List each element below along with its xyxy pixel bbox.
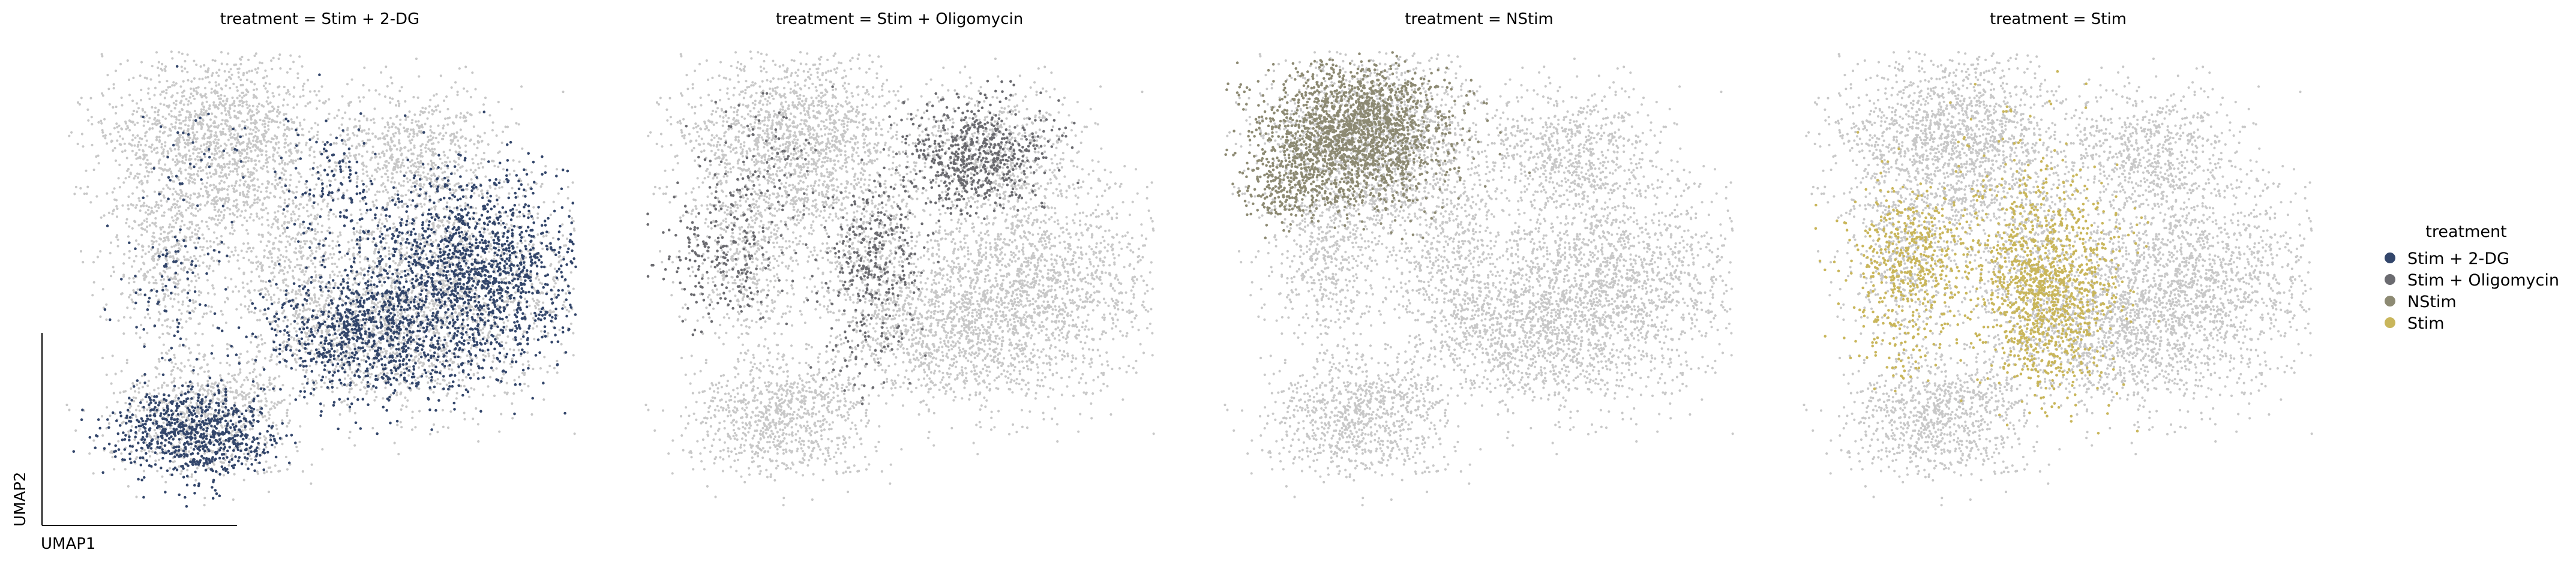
panel-title: treatment = Stim + 2-DG	[220, 10, 419, 28]
highlighted-cells	[1224, 51, 1531, 241]
legend-marker	[2385, 274, 2395, 285]
legend-marker	[2385, 253, 2395, 263]
legend: treatment Stim + 2-DG Stim + Oligomycin NS…	[2385, 223, 2559, 333]
umap-panel-1: treatment = Stim + 2-DG	[65, 10, 577, 508]
legend-marker	[2385, 317, 2395, 328]
background-cells	[1223, 50, 1734, 507]
legend-title: treatment	[2425, 223, 2506, 241]
legend-label: Stim	[2407, 314, 2445, 333]
panel-title: treatment = Stim	[1990, 10, 2127, 28]
umap-panel-2: treatment = Stim + Oligomycin	[644, 10, 1155, 507]
legend-label: Stim + Oligomycin	[2407, 271, 2559, 290]
background-cells	[65, 50, 576, 507]
x-axis-label: UMAP1	[41, 535, 95, 553]
panel-title: treatment = NStim	[1405, 10, 1553, 28]
umap-panel-4: treatment = Stim	[1803, 10, 2313, 507]
panel-title: treatment = Stim + Oligomycin	[776, 10, 1023, 28]
umap-panels: treatment = Stim + 2-DG treatment = Stim …	[65, 10, 2313, 508]
highlighted-cells	[1814, 70, 2160, 435]
highlighted-cells	[72, 65, 577, 508]
legend-label: Stim + 2-DG	[2407, 250, 2509, 268]
legend-label: NStim	[2407, 293, 2457, 311]
y-axis-label: UMAP2	[11, 472, 29, 527]
legend-marker	[2385, 296, 2395, 306]
highlighted-cells	[646, 79, 1079, 405]
background-cells	[1803, 50, 2313, 507]
umap-panel-3: treatment = NStim	[1223, 10, 1734, 507]
